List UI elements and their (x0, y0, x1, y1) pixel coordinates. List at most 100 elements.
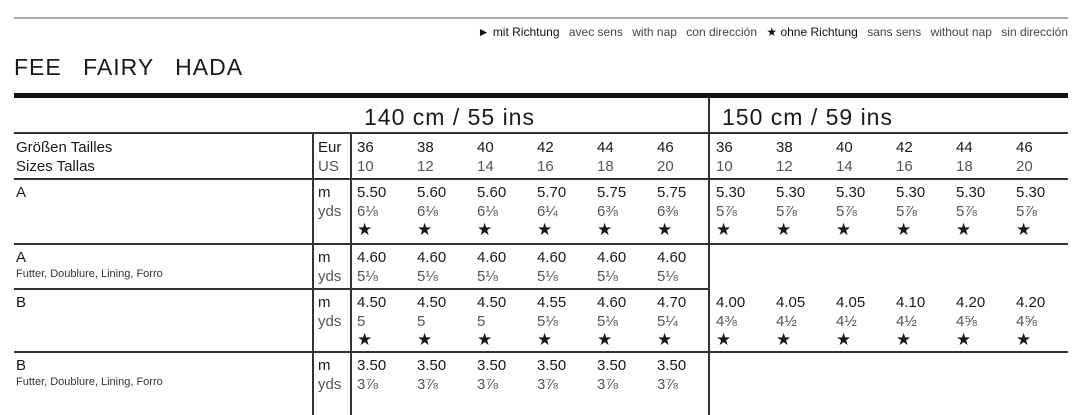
yards-value: 5⅛ (597, 313, 618, 330)
star-icon: ★ (776, 330, 792, 349)
legend-text: with nap (632, 25, 677, 39)
star-icon: ★ (357, 330, 373, 349)
legend-text: avec sens (568, 25, 623, 39)
star-icon: ★ (357, 220, 373, 239)
meters-value: 4.20 (956, 294, 986, 311)
yards-value: 5⅞ (716, 203, 737, 220)
meters-value: 3.50 (477, 357, 507, 374)
yards-value: 4⅜ (716, 313, 737, 330)
meters-value: 3.50 (597, 357, 627, 374)
us-size: 12 (776, 158, 793, 175)
meters-value: 4.00 (716, 294, 746, 311)
star-icon: ★ (716, 330, 732, 349)
meters-value: 4.55 (537, 294, 567, 311)
column-divider (312, 132, 314, 415)
width-140: 140 cm / 55 ins (364, 104, 535, 130)
yards-value: 5⅞ (896, 203, 917, 220)
yards-value: 3⅞ (597, 376, 618, 393)
yards-value: 6¼ (537, 203, 558, 220)
yards-value: 5 (417, 313, 426, 330)
meters-value: 3.50 (537, 357, 567, 374)
meters-value: 4.60 (357, 249, 387, 266)
star-icon: ★ (896, 220, 912, 239)
yards-value: 3⅞ (657, 376, 678, 393)
star-icon: ★ (896, 330, 912, 349)
unit-m: m (318, 357, 331, 374)
yards-value: 5⅞ (956, 203, 977, 220)
eur-size: 40 (477, 139, 494, 156)
meters-value: 3.50 (357, 357, 387, 374)
eur-size: 46 (1016, 139, 1033, 156)
legend-text: ohne Richtung (780, 25, 858, 39)
eur-size: 38 (776, 139, 793, 156)
row-label: A (16, 249, 27, 266)
meters-value: 5.30 (896, 184, 926, 201)
star-icon: ★ (836, 220, 852, 239)
column-divider (708, 98, 710, 415)
yards-value: 3⅞ (477, 376, 498, 393)
meters-value: 5.70 (537, 184, 567, 201)
yards-value: 5⅞ (1016, 203, 1037, 220)
eur-size: 38 (417, 139, 434, 156)
meters-value: 5.30 (1016, 184, 1046, 201)
row-divider (14, 132, 1068, 134)
eur-size: 40 (836, 139, 853, 156)
yards-value: 5⅛ (417, 268, 438, 285)
us-size: 20 (1016, 158, 1033, 175)
star-icon: ★ (597, 330, 613, 349)
row-divider (14, 288, 710, 290)
yards-value: 6⅜ (597, 203, 618, 220)
eur-size: 44 (597, 139, 614, 156)
yards-value: 4½ (896, 313, 917, 330)
meters-value: 4.60 (537, 249, 567, 266)
legend-text: con dirección (686, 25, 757, 39)
us-size: 10 (357, 158, 374, 175)
legend-text: mit Richtung (492, 25, 560, 39)
star-icon: ★ (766, 25, 778, 39)
meters-value: 5.30 (776, 184, 806, 201)
yards-value: 4½ (836, 313, 857, 330)
legend-text: without nap (930, 25, 992, 39)
width-150: 150 cm / 59 ins (722, 104, 893, 130)
us-size: 10 (716, 158, 733, 175)
us-size: 12 (417, 158, 434, 175)
us-size: 16 (537, 158, 554, 175)
row-label: B (16, 294, 27, 311)
eur-size: 42 (896, 139, 913, 156)
unit-yds: yds (318, 376, 342, 393)
us-size: 14 (477, 158, 494, 175)
us-size: 16 (896, 158, 913, 175)
row-label: B (16, 357, 27, 374)
meters-value: 5.60 (477, 184, 507, 201)
star-icon: ★ (956, 220, 972, 239)
yards-value: 5⅛ (597, 268, 618, 285)
star-icon: ★ (477, 220, 493, 239)
meters-value: 5.30 (836, 184, 866, 201)
nap-legend: ► mit Richtung avec sens with nap con di… (478, 25, 1068, 39)
eur-size: 36 (716, 139, 733, 156)
star-icon: ★ (417, 330, 433, 349)
yards-value: 6⅛ (357, 203, 378, 220)
us-size: 18 (597, 158, 614, 175)
eur-label: Eur (318, 139, 342, 156)
yards-value: 3⅞ (537, 376, 558, 393)
unit-m: m (318, 184, 331, 201)
yards-value: 5⅞ (776, 203, 797, 220)
meters-value: 5.30 (956, 184, 986, 201)
unit-m: m (318, 249, 331, 266)
meters-value: 4.60 (417, 249, 447, 266)
yards-value: 3⅞ (357, 376, 378, 393)
eur-size: 46 (657, 139, 674, 156)
meters-value: 4.60 (657, 249, 687, 266)
meters-value: 4.10 (896, 294, 926, 311)
meters-value: 5.75 (597, 184, 627, 201)
yards-value: 6⅜ (657, 203, 678, 220)
legend-text: sans sens (867, 25, 922, 39)
star-icon: ★ (477, 330, 493, 349)
meters-value: 4.60 (597, 249, 627, 266)
star-icon: ★ (716, 220, 732, 239)
row-divider (14, 178, 1068, 180)
meters-value: 4.50 (477, 294, 507, 311)
star-icon: ★ (1016, 220, 1032, 239)
unit-m: m (318, 294, 331, 311)
